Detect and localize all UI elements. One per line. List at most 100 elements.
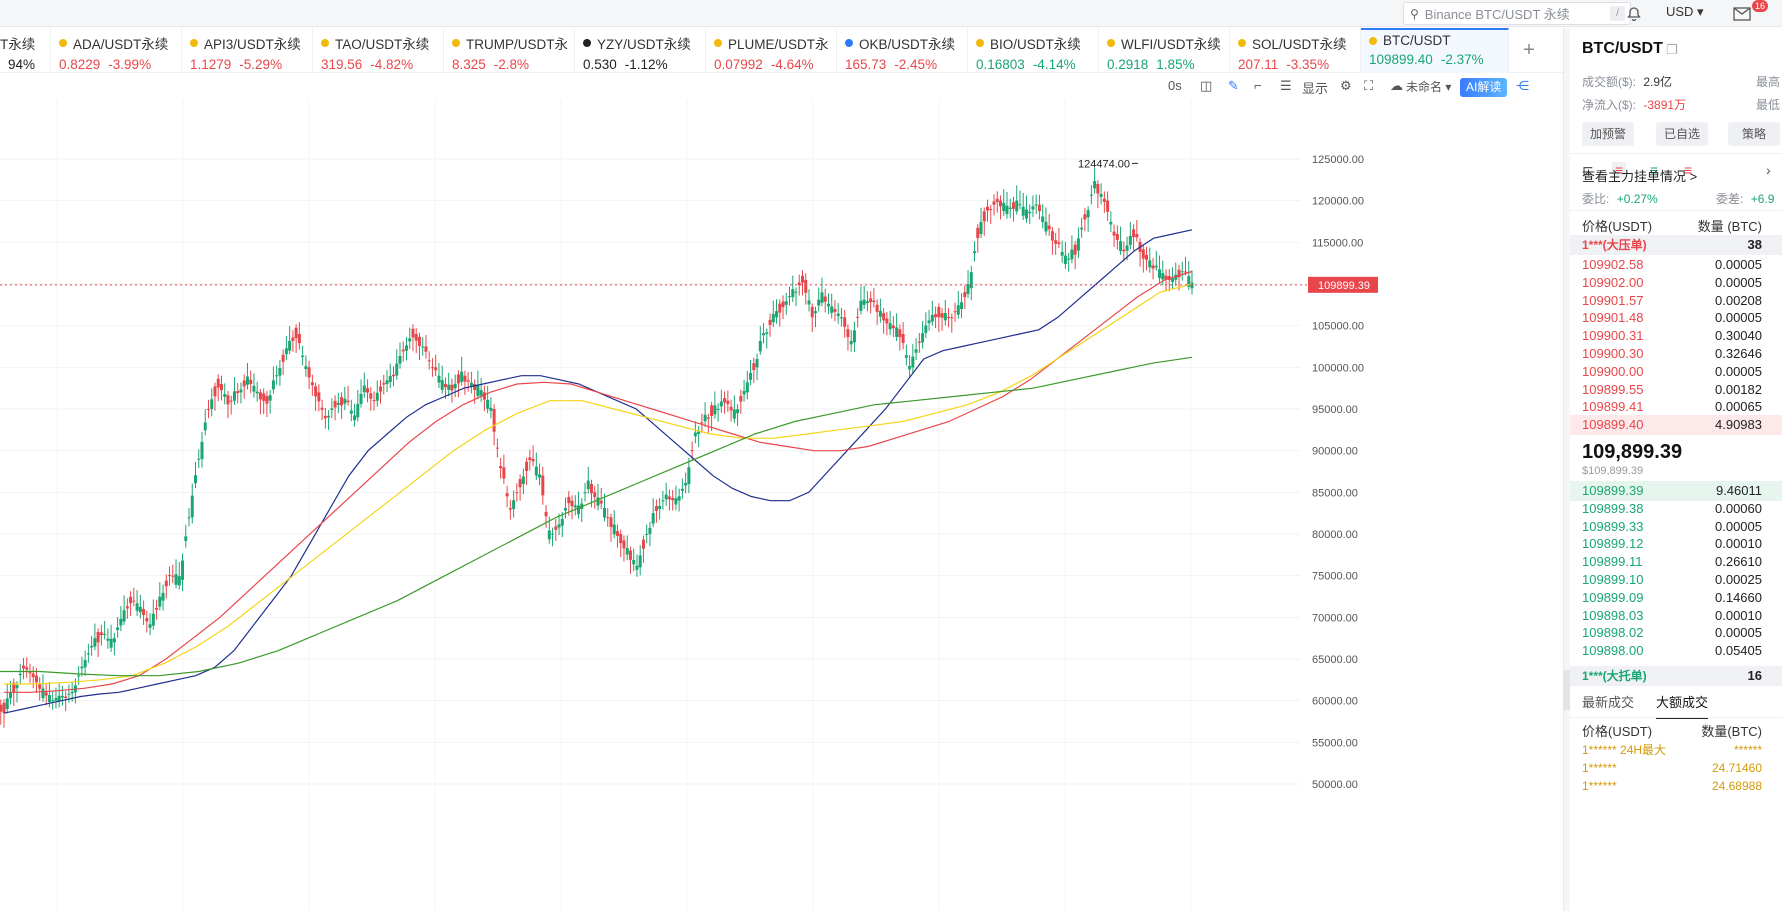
resize-handle[interactable] [1563, 670, 1570, 710]
trade-row: 1****** 24.71460 [1570, 758, 1782, 778]
candle-body [437, 375, 441, 383]
crop-icon[interactable]: ⌐ [1254, 78, 1262, 93]
bell-icon[interactable] [1622, 2, 1646, 25]
bid-row[interactable]: 109898.03 0.00010 [1570, 606, 1782, 626]
ask-row[interactable]: 109900.31 0.30040 [1570, 326, 1782, 346]
mail-icon[interactable] [1730, 2, 1754, 25]
candle-body [849, 340, 853, 345]
price-chart[interactable]: 125000.00120000.00115000.00110000.001050… [0, 100, 1565, 911]
candle-body [573, 505, 577, 508]
ask-row[interactable]: 109900.00 0.00005 [1570, 362, 1782, 382]
pencil-icon[interactable]: ✎ [1228, 78, 1239, 93]
ticker-tab[interactable]: TAO/USDT永续 319.56 -4.82% [313, 28, 444, 73]
cloud-icon[interactable]: ☁ [1390, 78, 1403, 93]
fullscreen-icon[interactable]: ⛶ [1364, 78, 1374, 93]
candle-body [385, 380, 389, 384]
ask-price: 109900.30 [1582, 346, 1644, 361]
ticker-tab[interactable]: YZY/USDT永续 0.530 -1.12% [575, 28, 706, 73]
ask-qty: 0.00005 [1715, 257, 1762, 272]
ai-analysis-button[interactable]: AI解读 [1460, 78, 1508, 97]
search-input[interactable]: ⚲ Binance BTC/USDT 永续 / [1403, 2, 1631, 25]
bid-row[interactable]: 109898.00 0.05405 [1570, 641, 1782, 661]
ticker-tab[interactable]: ADA/USDT永续 0.8229 -3.99% [51, 28, 182, 73]
favorite-button[interactable]: 已自选 [1656, 122, 1708, 146]
tab-large-trades[interactable]: 大额成交 [1656, 692, 1709, 719]
panel-divider[interactable] [1563, 28, 1570, 911]
share-icon[interactable]: ⋲ [1516, 78, 1529, 93]
bid-row[interactable]: 109898.02 0.00005 [1570, 623, 1782, 643]
camera-icon[interactable]: ◫ [1200, 78, 1213, 93]
ticker-tab[interactable]: OKB/USDT永续 165.73 -2.45% [837, 28, 968, 73]
candle-body [969, 272, 973, 289]
book-both-icon[interactable]: ⊏ [1582, 162, 1594, 178]
candle-body [710, 405, 714, 417]
ticker-price: 207.11 [1238, 57, 1279, 72]
candle-body [271, 380, 275, 390]
ticker-tab[interactable]: T永续 94% [0, 28, 51, 73]
ask-row[interactable]: 109902.00 0.00005 [1570, 273, 1782, 293]
big-bid-row[interactable]: 1***(大托单) 16 [1570, 666, 1782, 686]
ticker-tab[interactable]: BIO/USDT永续 0.16803 -4.14% [968, 28, 1099, 73]
candle-body [255, 391, 259, 394]
add-tab-button[interactable]: + [1523, 38, 1535, 61]
candle-body [726, 400, 730, 405]
book-bids-icon[interactable]: ≡ [1650, 162, 1659, 178]
ticker-tab[interactable]: SOL/USDT永续 207.11 -3.35% [1230, 28, 1361, 73]
bid-row[interactable]: 109899.09 0.14660 [1570, 588, 1782, 608]
candle-body [940, 313, 944, 318]
ask-row[interactable]: 109899.41 0.00065 [1570, 397, 1782, 417]
strategy-button[interactable]: 策略 [1728, 122, 1780, 146]
bid-row[interactable]: 109899.10 0.00025 [1570, 570, 1782, 590]
inflow-row: 净流入($): -3891万 [1582, 96, 1686, 113]
book-mixed-icon[interactable]: ≡ [1612, 162, 1627, 178]
ticker-tab[interactable]: BTC/USDT 109899.40 -2.37% [1361, 28, 1509, 73]
big-ask-row[interactable]: 1***(大压单) 38 [1570, 235, 1782, 255]
ask-row[interactable]: 109901.57 0.00208 [1570, 291, 1782, 311]
bid-row[interactable]: 109899.12 0.00010 [1570, 534, 1782, 554]
depth-link[interactable]: 查看主力挂单情况 > [1582, 169, 1698, 184]
bid-row[interactable]: 109899.11 0.26610 [1570, 552, 1782, 572]
candle-body [171, 575, 175, 577]
ask-row[interactable]: 109899.55 0.00182 [1570, 380, 1782, 400]
candle-body [752, 363, 756, 371]
coin-icon [583, 39, 591, 47]
candle-body [15, 685, 19, 689]
ask-qty: 0.00005 [1715, 310, 1762, 326]
candle-body [1021, 206, 1025, 216]
list-icon[interactable]: ☰ [1280, 78, 1292, 93]
expand-icon[interactable]: › [1766, 162, 1771, 178]
ticker-tab[interactable]: PLUME/USDT永 0.07992 -4.64% [706, 28, 837, 73]
trade-price: 1****** 24H最大 [1582, 743, 1667, 757]
candle-body [781, 301, 785, 308]
candle-body [762, 333, 766, 336]
copy-icon[interactable]: ❐ [1666, 42, 1678, 57]
book-asks-icon[interactable]: ≡ [1684, 162, 1693, 178]
ticker-tab[interactable]: API3/USDT永续 1.1279 -5.29% [182, 28, 313, 73]
candle-body [430, 367, 434, 369]
bid-row[interactable]: 109899.33 0.00005 [1570, 517, 1782, 537]
display-button[interactable]: 显示 [1302, 81, 1329, 96]
candle-body [882, 313, 886, 321]
candle-body [226, 395, 230, 405]
ask-row[interactable]: 109902.58 0.00005 [1570, 255, 1782, 275]
candle-body [346, 400, 350, 403]
ask-row[interactable]: 109901.48 0.00005 [1570, 308, 1782, 328]
ticker-tab[interactable]: WLFI/USDT永续 0.2918 1.85% [1099, 28, 1230, 73]
bid-row[interactable]: 109899.39 9.46011 [1570, 481, 1782, 501]
candle-body [771, 314, 775, 323]
candle-body [2, 702, 6, 714]
y-tick-label: 125000.00 [1312, 154, 1364, 166]
add-alert-button[interactable]: 加预警 [1582, 122, 1634, 146]
settings-icon[interactable]: ⚙ [1340, 78, 1352, 93]
tab-latest-trades[interactable]: 最新成交 [1582, 695, 1635, 710]
candle-body [200, 441, 204, 459]
layout-name[interactable]: 未命名 ▾ [1406, 80, 1452, 94]
currency-select[interactable]: USD ▾ [1666, 4, 1704, 19]
ask-row[interactable]: 109899.40 4.90983 [1570, 415, 1782, 436]
ticker-tab[interactable]: TRUMP/USDT永 8.325 -2.8% [444, 28, 575, 73]
candle-body [129, 596, 133, 604]
ask-row[interactable]: 109900.30 0.32646 [1570, 344, 1782, 364]
candle-body [1067, 258, 1071, 260]
bid-row[interactable]: 109899.38 0.00060 [1570, 499, 1782, 519]
candle-body [249, 379, 253, 385]
